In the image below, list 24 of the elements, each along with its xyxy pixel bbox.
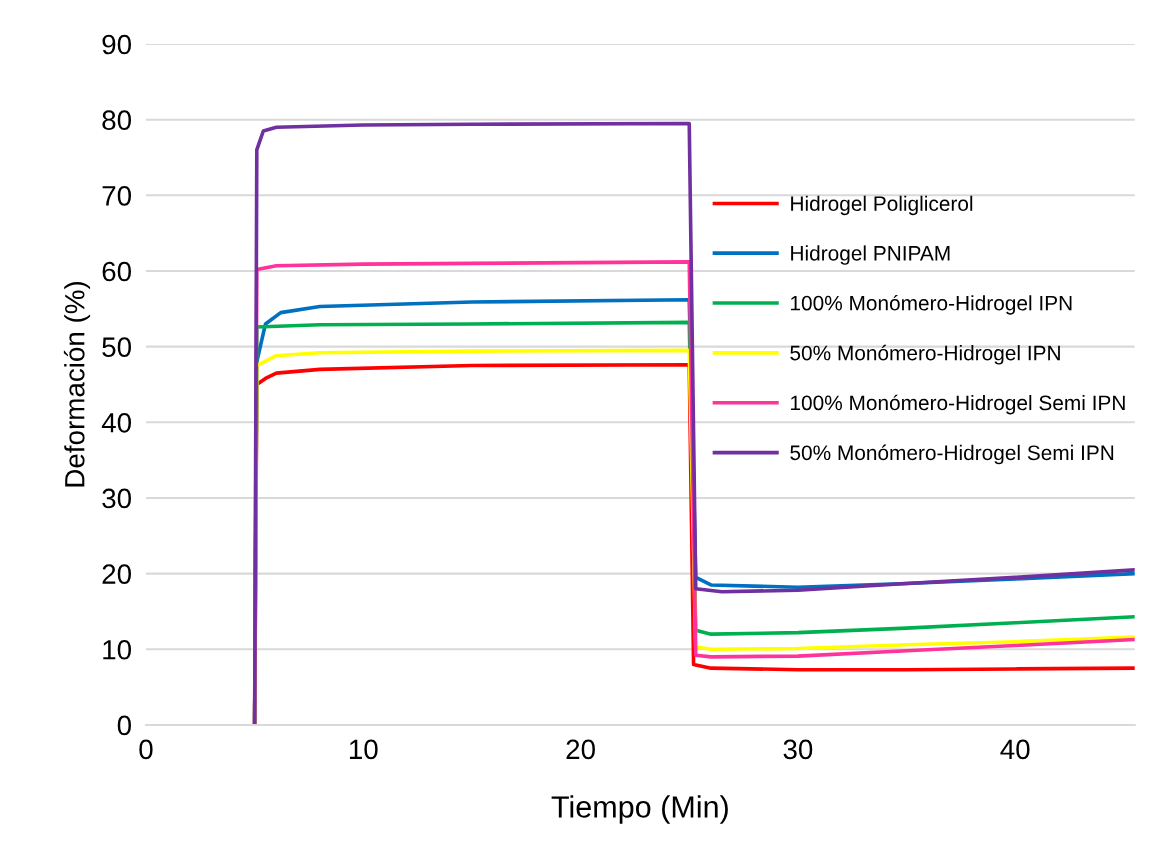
legend-label: 100% Monómero-Hidrogel Semi IPN	[791, 394, 1125, 415]
y-tick-label: 80	[102, 110, 131, 131]
legend-label: 50% Monómero-Hidrogel Semi IPN	[790, 444, 1114, 465]
y-tick-label: 20	[102, 564, 131, 584]
y-tick-label: 40	[101, 412, 131, 433]
line-series	[252, 121, 1135, 725]
x-tick-label: 30	[783, 739, 813, 760]
x-tick-label: 10	[349, 739, 378, 760]
x-tick-label: 0	[139, 739, 153, 760]
legend-label: Hidrogel PNIPAM	[791, 245, 950, 265]
y-tick-label: 60	[102, 261, 131, 282]
y-tick-label: 30	[102, 488, 131, 509]
y-axis-title: Deformación (%)	[63, 281, 91, 487]
legend-label: 50% Monómero-Hidrogel IPN	[790, 344, 1060, 365]
legend-label: 100% Monómero-Hidrogel IPN	[791, 294, 1072, 315]
x-tick-label: 20	[566, 739, 595, 760]
y-tick-label: 10	[103, 639, 131, 660]
x-tick-label: 40	[1000, 739, 1030, 760]
legend-label: Hidrogel Poliglicerol	[791, 195, 973, 216]
y-tick-label: 0	[117, 715, 131, 736]
y-tick-label: 50	[102, 337, 131, 357]
x-axis-title: Tiempo (Min)	[551, 795, 728, 824]
y-tick-label: 70	[102, 185, 131, 206]
y-tick-label: 90	[102, 34, 131, 55]
